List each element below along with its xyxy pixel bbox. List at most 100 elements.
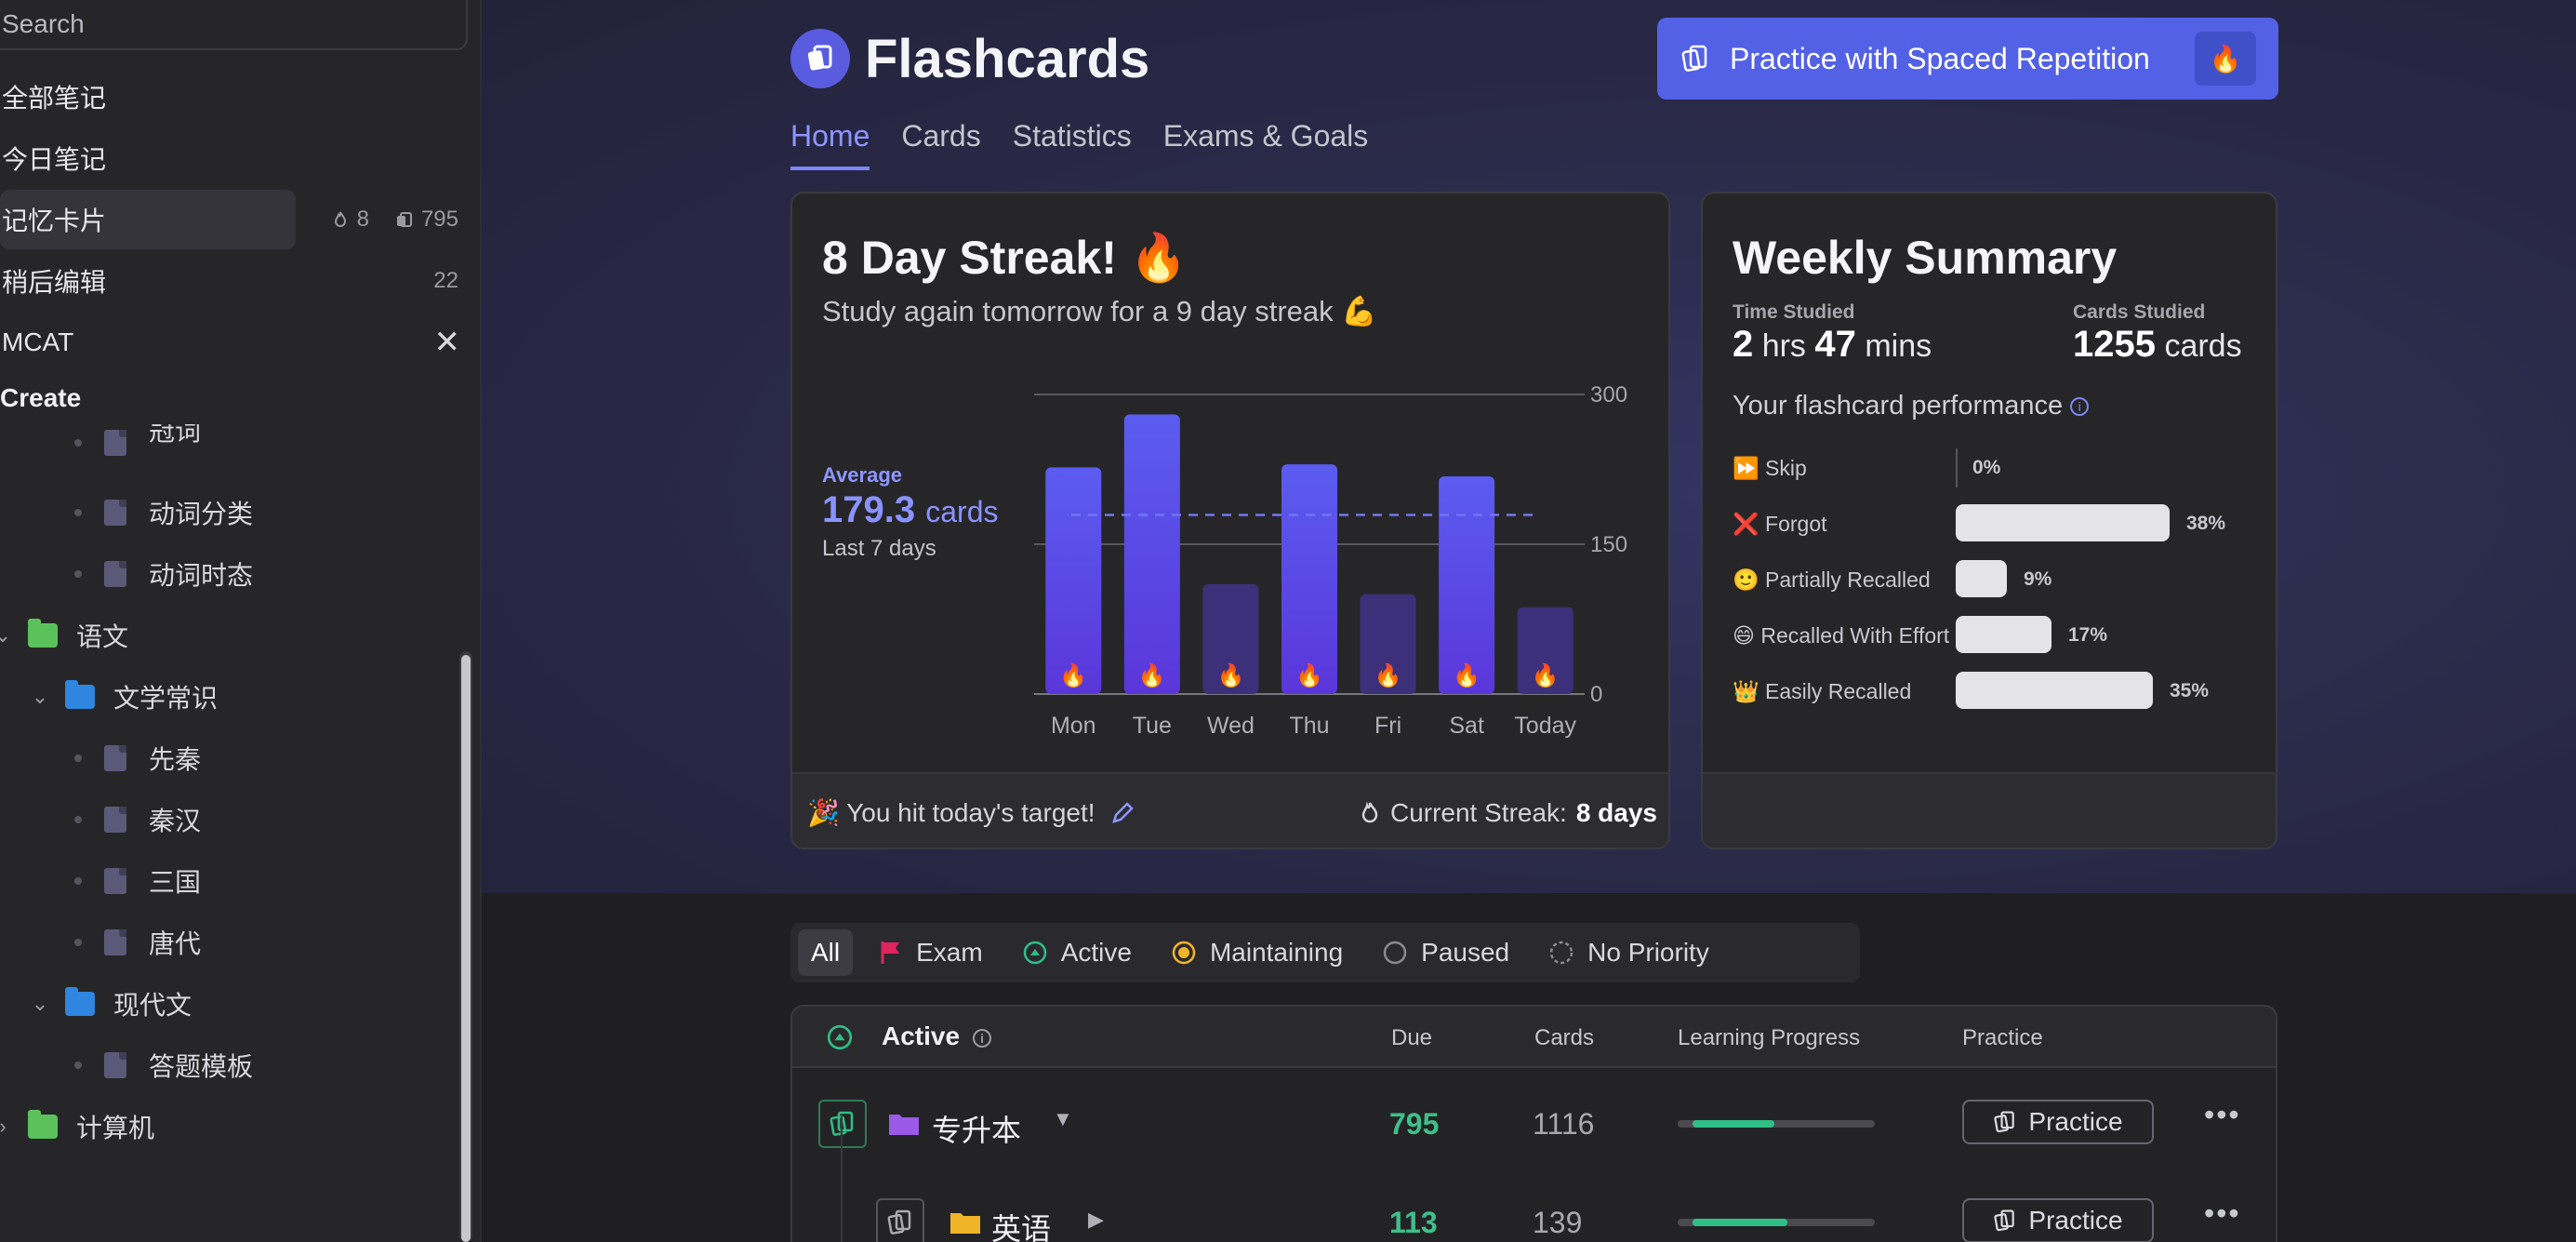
performance-bar bbox=[1956, 504, 2170, 541]
tree-folder-computer[interactable]: › 计算机 bbox=[0, 1099, 154, 1155]
more-options-icon[interactable]: ••• bbox=[2204, 1196, 2241, 1230]
performance-label: 😄 Recalled With Effort bbox=[1733, 623, 1950, 648]
learning-progress-bar bbox=[1678, 1219, 1875, 1226]
document-icon bbox=[104, 430, 126, 456]
cards-studied-value: 1255 cards bbox=[2073, 324, 2242, 365]
bar-sat bbox=[1439, 476, 1495, 694]
filter-no-priority[interactable]: No Priority bbox=[1535, 929, 1722, 976]
column-cards[interactable]: Cards bbox=[1534, 1025, 1595, 1050]
deck-name[interactable]: 专升本 bbox=[932, 1114, 1022, 1147]
paused-priority-icon bbox=[1383, 941, 1407, 965]
sidebar-item-label: 记忆卡片 bbox=[2, 207, 107, 235]
edit-icon[interactable] bbox=[1109, 799, 1136, 827]
sidebar-item-mcat[interactable]: MCAT ✕ bbox=[0, 313, 470, 372]
tree-folder-yuwen[interactable]: ⌄ 语文 bbox=[0, 608, 128, 663]
performance-row: 😄 Recalled With Effort 17% bbox=[1733, 616, 2253, 653]
search-input[interactable]: Search bbox=[0, 0, 468, 50]
filter-all[interactable]: All bbox=[798, 929, 854, 976]
tree-item[interactable]: 三国 bbox=[74, 853, 201, 909]
performance-row: ⏩ Skip 0% bbox=[1733, 448, 2253, 486]
y-tick-label: 150 bbox=[1590, 532, 1627, 557]
average-value: 179.3 cards bbox=[822, 489, 999, 530]
performance-row: 🙂 Partially Recalled 9% bbox=[1733, 560, 2253, 597]
scrollbar-thumb[interactable] bbox=[461, 655, 471, 1242]
decks-table: Active i Due Cards Learning Progress Prac… bbox=[790, 1005, 2277, 1242]
x-tick-label: Thu bbox=[1289, 713, 1329, 739]
caret-down-icon[interactable]: ▼ bbox=[1053, 1107, 1073, 1130]
tab-cards[interactable]: Cards bbox=[901, 119, 981, 153]
table-row[interactable]: 专升本 ▼ 795 1116 Practice ••• bbox=[792, 1068, 2276, 1180]
performance-title: Your flashcard performance i bbox=[1733, 391, 2090, 421]
chevron-down-icon[interactable]: ⌄ bbox=[31, 992, 49, 1015]
bar-today bbox=[1517, 607, 1573, 694]
tree-item[interactable]: 先秦 bbox=[74, 730, 201, 786]
performance-label: 👑 Easily Recalled bbox=[1733, 679, 1912, 703]
x-tick-label: Sat bbox=[1449, 713, 1484, 739]
document-icon bbox=[104, 561, 126, 587]
tree-item[interactable]: 唐代 bbox=[74, 915, 201, 970]
performance-percent: 17% bbox=[2068, 624, 2108, 646]
close-icon[interactable]: ✕ bbox=[433, 325, 461, 360]
tree-item[interactable]: 秦汉 bbox=[74, 792, 201, 848]
sidebar-item-today-notes[interactable]: 今日笔记 bbox=[0, 128, 470, 188]
chevron-down-icon[interactable]: ⌄ bbox=[0, 623, 12, 647]
no-priority-icon bbox=[1549, 941, 1573, 965]
sidebar: Search 全部笔记 今日笔记 记忆卡片 8 795 稍后编辑 22 MCAT… bbox=[0, 0, 482, 1242]
column-progress[interactable]: Learning Progress bbox=[1678, 1025, 1861, 1050]
priority-filter-bar: All Exam Active Maintaining Paused No Pr… bbox=[790, 923, 1860, 982]
streak-title: 8 Day Streak! 🔥 bbox=[822, 232, 1188, 284]
y-tick-label: 0 bbox=[1590, 682, 1602, 707]
bar-tue bbox=[1123, 414, 1180, 694]
table-row[interactable]: 英语 ▶ 113 139 Practice ••• bbox=[792, 1115, 2276, 1242]
caret-right-icon[interactable]: ▶ bbox=[1088, 1208, 1104, 1231]
cards-studied-label: Cards Studied bbox=[2073, 301, 2206, 323]
fire-icon: 🔥 bbox=[1216, 662, 1244, 688]
tree-item[interactable]: 冠词 bbox=[74, 424, 201, 461]
page-title: Flashcards bbox=[865, 29, 1150, 89]
sidebar-item-label: 稍后编辑 bbox=[2, 268, 107, 297]
info-icon[interactable]: i bbox=[973, 1028, 992, 1048]
sidebar-item-edit-later[interactable]: 稍后编辑 22 bbox=[0, 251, 470, 311]
sidebar-item-count: 22 bbox=[433, 268, 458, 293]
column-due[interactable]: Due bbox=[1391, 1025, 1433, 1050]
x-tick-label: Today bbox=[1514, 713, 1576, 739]
folder-icon bbox=[889, 1115, 919, 1135]
chevron-right-icon[interactable]: › bbox=[0, 1115, 7, 1138]
practice-button[interactable]: Practice bbox=[1962, 1100, 2154, 1144]
time-studied-value: 2 hrs 47 mins bbox=[1733, 324, 1932, 365]
info-icon[interactable]: i bbox=[2070, 397, 2090, 417]
tree-item[interactable]: 动词时态 bbox=[74, 546, 253, 602]
sidebar-item-flashcards[interactable]: 记忆卡片 8 795 bbox=[0, 190, 470, 249]
tree-item[interactable]: 动词分类 bbox=[74, 485, 253, 541]
active-priority-icon bbox=[1023, 941, 1046, 965]
filter-exam[interactable]: Exam bbox=[866, 929, 996, 976]
cards-icon bbox=[1994, 1111, 2015, 1133]
chevron-down-icon[interactable]: ⌄ bbox=[31, 685, 49, 708]
tree-item[interactable]: 答题模板 bbox=[74, 1037, 253, 1093]
filter-maintaining[interactable]: Maintaining bbox=[1158, 929, 1356, 976]
performance-percent: 0% bbox=[1972, 457, 2001, 478]
sidebar-item-all-notes[interactable]: 全部笔记 bbox=[0, 67, 470, 127]
practice-button[interactable]: Practice bbox=[1962, 1198, 2154, 1242]
fire-icon: 🔥 bbox=[1374, 662, 1402, 688]
tab-statistics[interactable]: Statistics bbox=[1012, 119, 1132, 153]
tab-home[interactable]: Home bbox=[790, 119, 870, 170]
y-tick-label: 300 bbox=[1590, 382, 1627, 407]
tree-folder-xiandai[interactable]: ⌄ 现代文 bbox=[31, 987, 193, 1020]
practice-spaced-repetition-button[interactable]: Practice with Spaced Repetition 🔥 bbox=[1657, 18, 2278, 100]
table-header: Active i Due Cards Learning Progress Prac… bbox=[792, 1007, 2276, 1068]
sidebar-item-label: 全部笔记 bbox=[2, 84, 107, 113]
table-group-title: Active i bbox=[882, 1022, 992, 1051]
document-icon bbox=[104, 807, 126, 833]
x-tick-label: Wed bbox=[1207, 713, 1255, 739]
tab-exams-goals[interactable]: Exams & Goals bbox=[1162, 119, 1369, 153]
folder-icon bbox=[950, 1213, 980, 1234]
performance-percent: 9% bbox=[2024, 568, 2052, 590]
filter-paused[interactable]: Paused bbox=[1369, 929, 1522, 976]
more-options-icon[interactable]: ••• bbox=[2204, 1098, 2241, 1131]
folder-icon bbox=[65, 987, 95, 1016]
deck-name[interactable]: 英语 bbox=[991, 1212, 1052, 1242]
fire-icon: 🔥 bbox=[1532, 662, 1560, 688]
tree-folder-wenxue[interactable]: ⌄ 文学常识 bbox=[31, 680, 219, 713]
filter-active[interactable]: Active bbox=[1009, 929, 1145, 976]
